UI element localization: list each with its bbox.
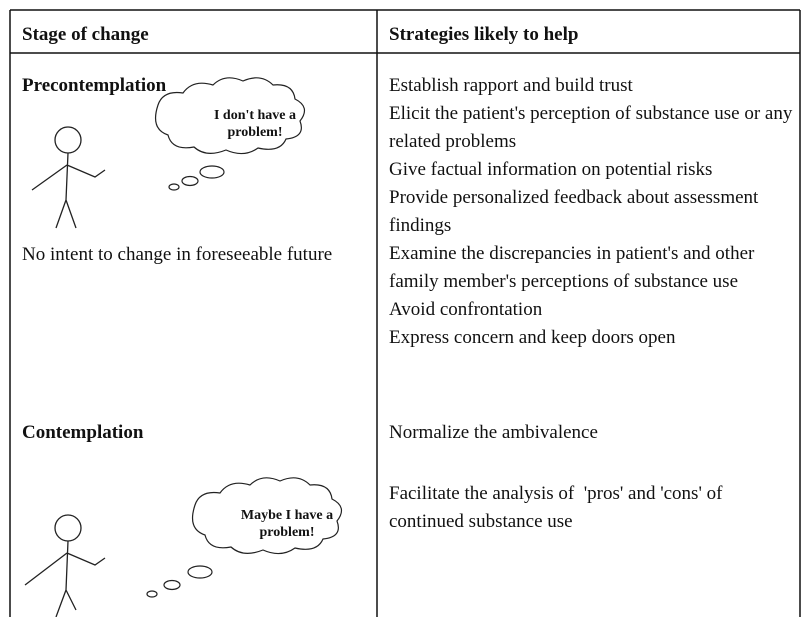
strategy: Normalize the ambivalence: [389, 422, 598, 443]
strategy: Establish rapport and build trust: [389, 75, 633, 96]
strategy-list: Normalize the ambivalence Facilitate the …: [389, 419, 801, 536]
column-header: Stage of change: [22, 24, 149, 45]
stick-figure-1: [31, 126, 106, 229]
strategy: Examine the discrepancies in patient's a…: [389, 243, 760, 292]
stick-figure-2: [24, 514, 106, 617]
stage-description: No intent to change in foreseeable futur…: [22, 244, 333, 265]
stage-name: Contemplation: [22, 422, 144, 443]
bubble-text: Maybe I have a problem!: [240, 508, 334, 540]
strategy: Express concern and keep doors open: [389, 327, 676, 348]
strategy: Facilitate the analysis of 'pros' and 'c…: [389, 483, 728, 532]
strategy: Give factual information on potential ri…: [389, 159, 713, 180]
strategy-list: Establish rapport and build trust Elicit …: [389, 72, 801, 352]
stage-name: Precontemplation: [22, 75, 167, 96]
strategy: Elicit the patient's perception of subst…: [389, 103, 798, 152]
bubble-text: I don't have a problem!: [213, 108, 297, 140]
strategy: Provide personalized feedback about asse…: [389, 187, 764, 236]
thought-bubble-1: [155, 77, 306, 191]
column-header: Strategies likely to help: [389, 24, 579, 45]
strategy: Avoid confrontation: [389, 299, 543, 320]
thought-bubble-2: [146, 477, 343, 598]
